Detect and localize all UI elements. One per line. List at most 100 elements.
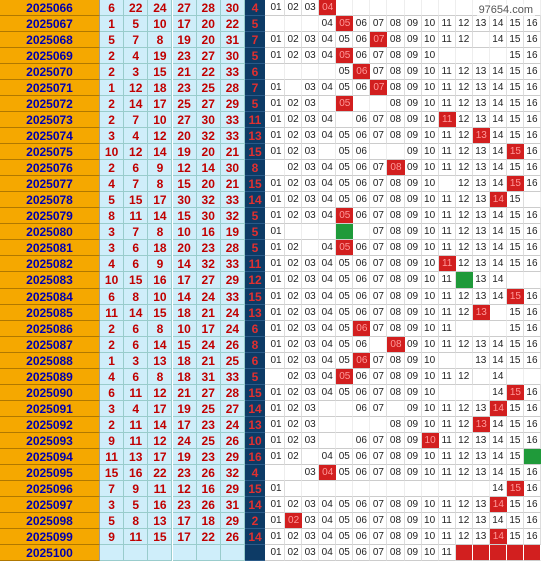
- trend-number: 13: [472, 208, 490, 225]
- trend-number: 01: [268, 80, 286, 97]
- red-ball-number: 32: [220, 208, 245, 225]
- blue-ball-number: 14: [245, 496, 265, 513]
- red-ball-number: 32: [196, 128, 221, 145]
- trend-number: 09: [404, 32, 422, 49]
- empty-cell: [319, 96, 337, 113]
- red-ball-number: 22: [124, 0, 149, 17]
- red-ball-number: 10: [148, 112, 173, 129]
- empty-cell: [387, 480, 405, 497]
- trend-number: 01: [268, 0, 286, 17]
- hit-mark: 13: [472, 128, 490, 145]
- trend-number: 11: [438, 272, 456, 289]
- trend-number: 10: [421, 16, 439, 33]
- trend-number: 02: [285, 400, 303, 417]
- green-mark: [336, 224, 354, 241]
- empty-cell: [370, 480, 388, 497]
- red-ball-number: 24: [220, 304, 245, 321]
- empty-cell: [353, 96, 371, 113]
- issue-number: 2025070: [0, 64, 100, 81]
- red-ball-number: 12: [172, 480, 197, 497]
- issue-number: 2025098: [0, 512, 100, 529]
- trend-number: 10: [421, 528, 439, 545]
- trend-number: 13: [472, 224, 490, 241]
- trend-number: 10: [421, 80, 439, 97]
- blue-ball-number: 5: [245, 48, 265, 65]
- empty-cell: [455, 320, 473, 337]
- green-mark: [523, 448, 541, 465]
- trend-number: 13: [472, 464, 490, 481]
- trend-number: 13: [472, 176, 490, 193]
- empty-cell: [336, 0, 354, 17]
- red-ball-number: 15: [124, 272, 149, 289]
- trend-number: 05: [336, 128, 354, 145]
- trend-number: 08: [387, 432, 405, 449]
- red-ball-number: 33: [220, 256, 245, 273]
- column-separator: [265, 16, 268, 33]
- trend-number: 15: [506, 416, 524, 433]
- red-ball-number: 5: [100, 192, 125, 209]
- trend-number: 12: [455, 128, 473, 145]
- trend-number: 14: [489, 240, 507, 257]
- trend-number: 13: [472, 96, 490, 113]
- trend-number: 11: [438, 160, 456, 177]
- empty-cell: [387, 144, 405, 161]
- red-ball-number: 1: [100, 80, 125, 97]
- trend-number: 02: [285, 96, 303, 113]
- column-separator: [265, 304, 268, 321]
- trend-number: 15: [506, 336, 524, 353]
- trend-number: 06: [353, 368, 371, 385]
- red-ball-number: 8: [148, 320, 173, 337]
- issue-number: 2025075: [0, 144, 100, 161]
- trend-number: 10: [421, 96, 439, 113]
- trend-number: 04: [319, 336, 337, 353]
- trend-number: 09: [404, 96, 422, 113]
- red-ball-number: 19: [172, 448, 197, 465]
- red-ball-number: 10: [172, 224, 197, 241]
- blue-ball-number: 16: [245, 448, 265, 465]
- red-ball-number: 15: [148, 528, 173, 545]
- trend-number: 10: [421, 464, 439, 481]
- red-ball-number: 14: [196, 160, 221, 177]
- trend-number: 04: [319, 352, 337, 369]
- trend-number: 07: [370, 320, 388, 337]
- column-separator: [265, 32, 268, 49]
- trend-number: 08: [387, 208, 405, 225]
- trend-number: 05: [336, 544, 354, 561]
- trend-number: 01: [268, 272, 286, 289]
- red-ball-number: 14: [172, 288, 197, 305]
- hit-mark: 11: [438, 256, 456, 273]
- column-separator: [265, 512, 268, 529]
- issue-number: 2025086: [0, 320, 100, 337]
- trend-number: 06: [353, 128, 371, 145]
- issue-number: 2025089: [0, 368, 100, 385]
- blue-ball-number: 5: [245, 368, 265, 385]
- red-ball-number: 9: [100, 528, 125, 545]
- trend-number: 04: [319, 448, 337, 465]
- trend-number: 01: [268, 336, 286, 353]
- red-ball-number: 26: [220, 528, 245, 545]
- trend-number: 02: [285, 208, 303, 225]
- empty-cell: [268, 16, 286, 33]
- red-ball-number: 15: [100, 464, 125, 481]
- red-ball-number: 29: [220, 480, 245, 497]
- red-ball-number: 19: [172, 32, 197, 49]
- trend-number: 10: [421, 64, 439, 81]
- red-ball-number: 12: [148, 384, 173, 401]
- trend-number: 13: [472, 336, 490, 353]
- red-ball-number: 22: [196, 528, 221, 545]
- empty-cell: [336, 480, 354, 497]
- empty-cell: [438, 48, 456, 65]
- trend-number: 03: [302, 32, 320, 49]
- trend-number: 14: [489, 208, 507, 225]
- trend-number: 04: [319, 496, 337, 513]
- red-ball-number: 3: [124, 64, 149, 81]
- trend-number: 05: [336, 288, 354, 305]
- trend-number: 11: [438, 464, 456, 481]
- trend-number: 06: [353, 272, 371, 289]
- red-ball-number: 8: [148, 32, 173, 49]
- red-ball-number: 21: [196, 352, 221, 369]
- red-ball-number: 22: [196, 64, 221, 81]
- empty-cell: [268, 64, 286, 81]
- trend-number: 10: [421, 304, 439, 321]
- trend-number: 07: [370, 128, 388, 145]
